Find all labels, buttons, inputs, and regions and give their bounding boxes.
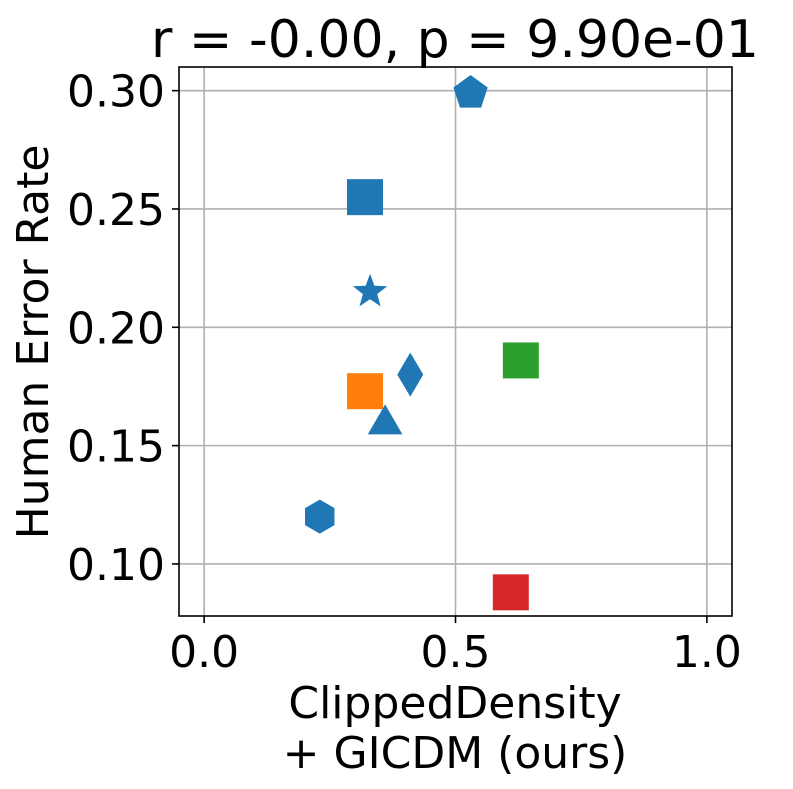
- scatter-point: [492, 574, 529, 611]
- y-tick-label: 0.25: [67, 185, 165, 236]
- scatter-point: [502, 342, 539, 379]
- data-points: [305, 75, 539, 611]
- chart-title: r = -0.00, p = 9.90e-01: [151, 10, 759, 70]
- x-tick-label: 0.0: [169, 627, 239, 678]
- y-tick-label: 0.15: [67, 422, 165, 473]
- y-tick-label: 0.30: [67, 67, 165, 118]
- axis-ticks: 0.0 0.5 1.0 0.10 0.15 0.20 0.25 0.30: [67, 67, 742, 678]
- scatter-point: [347, 179, 384, 216]
- scatter-point: [347, 373, 384, 410]
- y-tick-label: 0.20: [67, 303, 165, 354]
- x-tick-label: 0.5: [421, 627, 491, 678]
- x-axis-label-line-1: ClippedDensity: [288, 678, 621, 729]
- y-axis-label: Human Error Rate: [8, 145, 59, 540]
- grid-lines: [179, 67, 732, 616]
- scatter-point: [367, 404, 403, 435]
- scatter-point: [352, 273, 388, 307]
- x-axis-label-line-2: + GICDM (ours): [283, 728, 628, 779]
- scatter-point: [305, 499, 335, 534]
- scatter-point: [397, 352, 424, 397]
- x-tick-label: 1.0: [672, 627, 742, 678]
- scatter-point: [453, 75, 488, 108]
- y-tick-label: 0.10: [67, 540, 165, 591]
